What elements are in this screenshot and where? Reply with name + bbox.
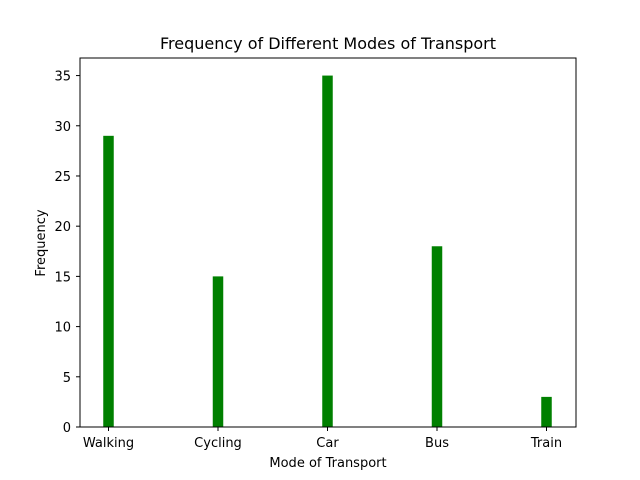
bar-bus <box>431 246 443 427</box>
y-tick-label: 35 <box>54 70 71 85</box>
y-tick-label: 25 <box>54 170 71 185</box>
y-tick-label: 15 <box>54 270 71 285</box>
x-tick-label: Walking <box>83 436 134 451</box>
y-tick-label: 0 <box>63 421 71 436</box>
x-tick-label: Car <box>316 436 339 451</box>
bars-layer <box>103 75 552 427</box>
x-tick-label: Bus <box>425 436 449 451</box>
bar-walking <box>103 135 114 427</box>
plot-frame <box>79 57 577 428</box>
x-tick-label: Train <box>530 436 562 451</box>
y-ticks-layer: 0 5 10 15 20 25 30 35 <box>54 70 80 436</box>
x-ticks-layer: Walking Cycling Car Bus Train <box>83 427 562 451</box>
bar-car <box>322 75 333 427</box>
y-tick-label: 30 <box>54 120 71 135</box>
bar-cycling <box>212 276 224 427</box>
chart-title: Frequency of Different Modes of Transpor… <box>160 34 496 53</box>
y-axis-label: Frequency <box>34 209 49 276</box>
x-tick-label: Cycling <box>194 436 242 451</box>
y-tick-label: 20 <box>54 220 71 235</box>
y-tick-label: 10 <box>54 321 71 336</box>
y-tick-label: 5 <box>63 371 71 386</box>
bar-train <box>541 396 552 427</box>
x-axis-label: Mode of Transport <box>269 456 386 471</box>
